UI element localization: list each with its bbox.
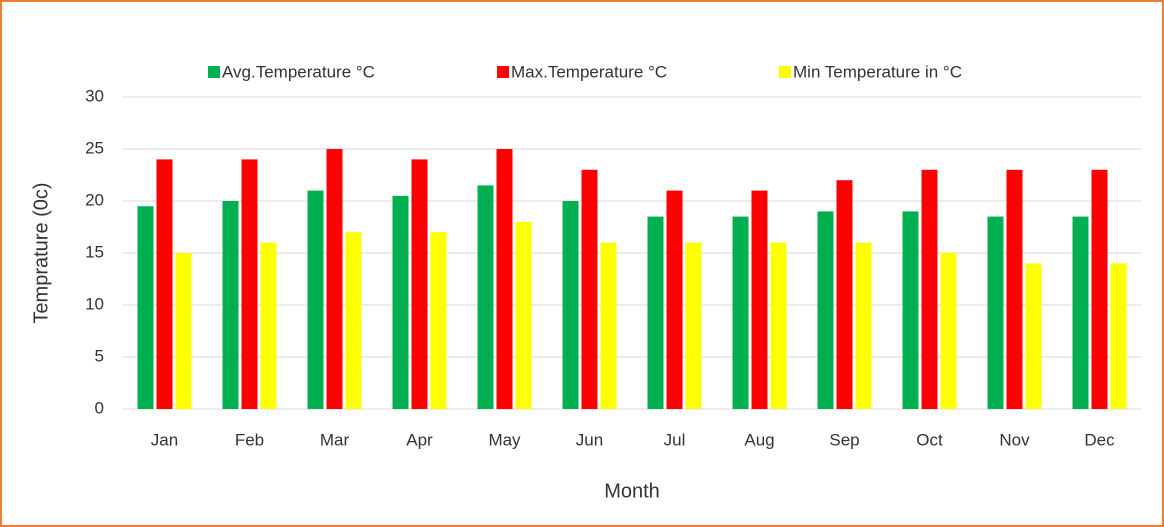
bar <box>515 221 532 409</box>
legend-label: Min Temperature in °C <box>793 62 962 81</box>
x-tick-label: Oct <box>916 430 943 449</box>
y-tick-label: 15 <box>85 242 104 261</box>
bar <box>1072 216 1089 409</box>
bar <box>855 242 872 409</box>
bar <box>156 159 173 409</box>
x-tick-label: May <box>488 430 521 449</box>
x-tick-label: Apr <box>406 430 433 449</box>
bar <box>581 169 598 409</box>
x-tick-label: Jul <box>664 430 686 449</box>
x-tick-label: Feb <box>235 430 264 449</box>
x-axis-title: Month <box>604 480 660 502</box>
x-tick-label: Mar <box>320 430 350 449</box>
y-tick-label: 10 <box>85 294 104 313</box>
bar <box>222 201 239 409</box>
bar <box>392 195 409 409</box>
bar <box>817 211 834 409</box>
bar <box>430 232 447 409</box>
bar <box>326 149 343 409</box>
bar <box>562 201 579 409</box>
bar <box>1025 263 1042 409</box>
legend-swatch <box>208 66 220 78</box>
bar <box>685 242 702 409</box>
y-axis-title: Temprature (0c) <box>30 182 52 323</box>
bar <box>496 149 513 409</box>
bar <box>770 242 787 409</box>
y-tick-label: 25 <box>85 138 104 157</box>
x-tick-label: Jan <box>151 430 178 449</box>
legend-swatch <box>779 66 791 78</box>
bar <box>137 206 154 409</box>
x-tick-label: Dec <box>1084 430 1115 449</box>
bar <box>1006 169 1023 409</box>
bar <box>940 253 957 409</box>
bar <box>921 169 938 409</box>
y-tick-label: 20 <box>85 190 104 209</box>
y-tick-label: 30 <box>85 86 104 105</box>
bar <box>307 190 324 409</box>
bar <box>836 180 853 409</box>
bar <box>987 216 1004 409</box>
x-tick-label: Aug <box>744 430 774 449</box>
bar <box>666 190 683 409</box>
bar <box>1091 169 1108 409</box>
x-tick-label: Jun <box>576 430 603 449</box>
bar <box>241 159 258 409</box>
bar <box>345 232 362 409</box>
bar <box>751 190 768 409</box>
bar <box>260 242 277 409</box>
y-tick-label: 0 <box>95 398 104 417</box>
legend-label: Max.Temperature °C <box>511 62 667 81</box>
bar <box>411 159 428 409</box>
bar <box>732 216 749 409</box>
legend-swatch <box>497 66 509 78</box>
bar <box>647 216 664 409</box>
bar <box>1110 263 1127 409</box>
bar <box>477 185 494 409</box>
y-tick-label: 5 <box>95 346 104 365</box>
bar <box>175 253 192 409</box>
bar <box>902 211 919 409</box>
x-tick-label: Sep <box>829 430 859 449</box>
x-tick-label: Nov <box>999 430 1030 449</box>
bar <box>600 242 617 409</box>
legend-label: Avg.Temperature °C <box>222 62 375 81</box>
